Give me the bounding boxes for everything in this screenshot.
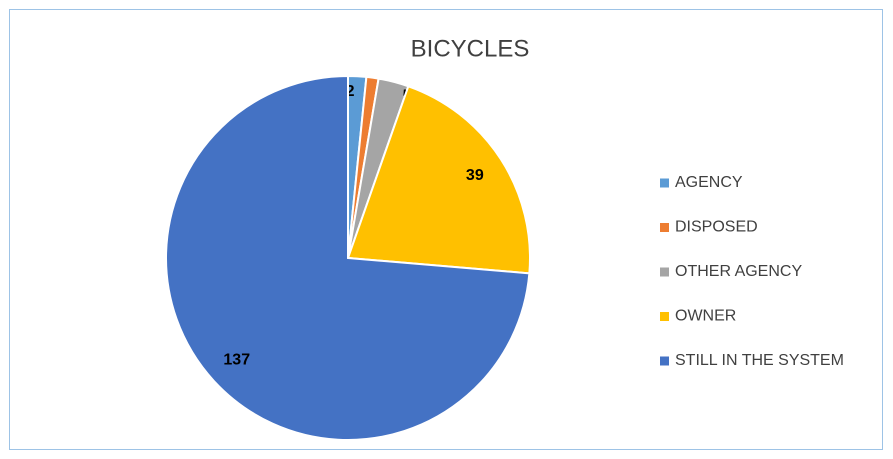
legend-label: OTHER AGENCY: [675, 263, 802, 280]
data-label: 137: [223, 351, 250, 368]
data-label: 2: [346, 83, 355, 100]
legend-label: AGENCY: [675, 174, 743, 191]
legend-swatch: [660, 223, 669, 232]
legend-label: STILL IN THE SYSTEM: [675, 352, 844, 369]
data-label: 39: [466, 167, 484, 184]
pie-slice: [346, 85, 531, 275]
chart-title: BICYCLES: [411, 35, 530, 62]
legend-label: DISPOSED: [675, 219, 758, 236]
legend-swatch: [660, 356, 669, 366]
pie-slice: [165, 74, 531, 441]
legend-swatch: [660, 312, 669, 321]
legend-swatch: [660, 267, 669, 277]
legend-swatch: [660, 178, 669, 188]
legend-label: OWNER: [675, 308, 736, 325]
